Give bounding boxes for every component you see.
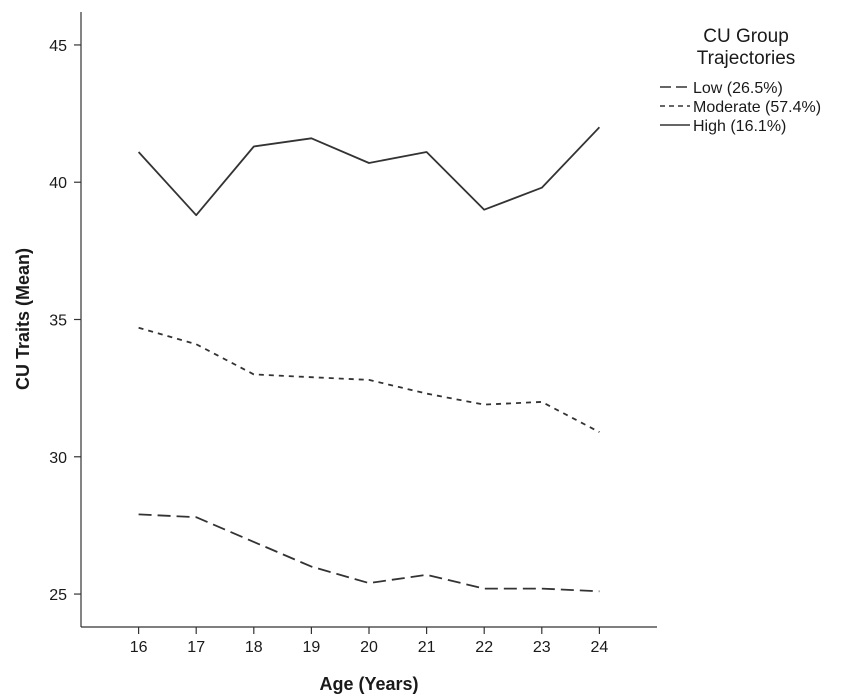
legend-label: Moderate (57.4%) bbox=[693, 99, 821, 116]
legend-label: High (16.1%) bbox=[693, 118, 786, 135]
x-tick-label: 24 bbox=[591, 639, 609, 656]
legend-title-line-1: CU Group bbox=[703, 26, 789, 47]
legend-items: Low (26.5%) Moderate (57.4%) High (16.1%) bbox=[660, 80, 821, 135]
axes bbox=[80, 12, 657, 628]
y-tick-label: 40 bbox=[49, 175, 67, 192]
legend: CU Group Trajectories Low (26.5%) Moderat… bbox=[660, 26, 821, 135]
x-tick-label: 22 bbox=[475, 639, 493, 656]
y-tick-label: 35 bbox=[49, 313, 67, 330]
legend-label: Low (26.5%) bbox=[693, 80, 783, 97]
x-tick-label: 19 bbox=[303, 639, 321, 656]
y-ticks: 25 30 35 40 45 bbox=[49, 38, 81, 604]
x-ticks: 16 17 18 19 20 21 22 23 24 bbox=[130, 627, 609, 656]
x-tick-label: 17 bbox=[187, 639, 205, 656]
x-tick-label: 21 bbox=[418, 639, 436, 656]
x-tick-label: 23 bbox=[533, 639, 551, 656]
x-tick-label: 20 bbox=[360, 639, 378, 656]
series-line-solid bbox=[137, 126, 601, 217]
y-tick-label: 25 bbox=[49, 587, 67, 604]
y-tick-label: 45 bbox=[49, 38, 67, 55]
x-tick-label: 18 bbox=[245, 639, 263, 656]
series-line-long-dash bbox=[138, 513, 600, 593]
x-tick-label: 16 bbox=[130, 639, 148, 656]
y-tick-label: 30 bbox=[49, 450, 67, 467]
x-axis-title: Age (Years) bbox=[319, 674, 418, 694]
legend-title-line-2: Trajectories bbox=[697, 48, 796, 69]
series-line-short-dash bbox=[138, 326, 600, 433]
y-axis-title: CU Traits (Mean) bbox=[13, 248, 33, 390]
series-layer bbox=[137, 126, 601, 593]
